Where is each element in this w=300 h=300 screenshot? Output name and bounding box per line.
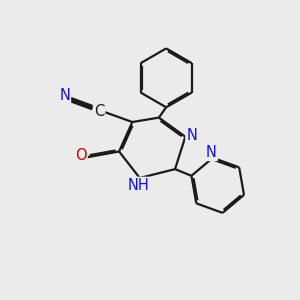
Text: N: N bbox=[186, 128, 197, 143]
Text: C: C bbox=[94, 104, 104, 119]
Text: N: N bbox=[206, 145, 217, 160]
Text: O: O bbox=[75, 148, 87, 164]
Text: N: N bbox=[59, 88, 70, 103]
Text: NH: NH bbox=[127, 178, 149, 193]
